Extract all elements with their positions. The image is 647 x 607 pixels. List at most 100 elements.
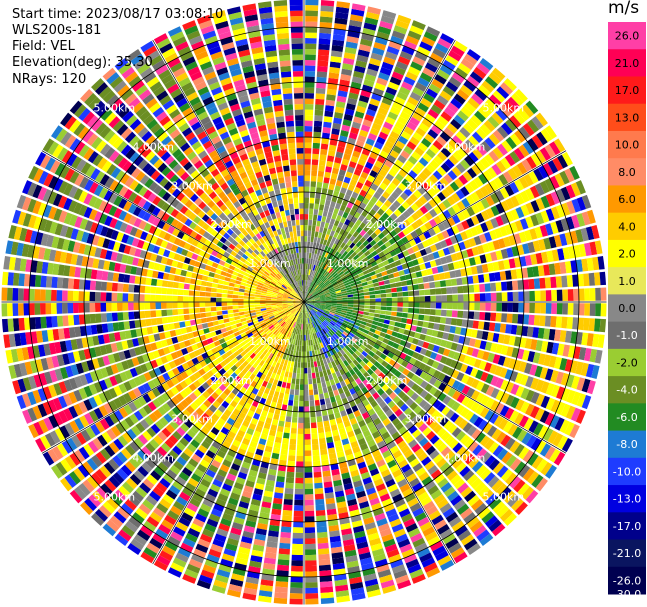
velocity-gate <box>466 206 476 217</box>
velocity-gate <box>243 299 250 302</box>
velocity-gate <box>540 251 549 264</box>
velocity-gate <box>397 14 412 25</box>
velocity-gate <box>526 435 537 448</box>
velocity-gate <box>351 337 358 344</box>
velocity-gate <box>12 303 19 316</box>
velocity-gate <box>324 290 330 295</box>
velocity-gate <box>346 289 353 293</box>
velocity-gate <box>436 191 446 202</box>
velocity-gate <box>283 376 288 383</box>
velocity-gate <box>494 271 501 282</box>
velocity-gate <box>321 132 330 139</box>
velocity-gate <box>413 359 422 368</box>
velocity-gate <box>412 86 425 97</box>
velocity-gate <box>331 304 337 308</box>
velocity-gate <box>460 186 470 197</box>
velocity-gate <box>328 223 334 230</box>
velocity-gate <box>415 209 424 218</box>
velocity-gate <box>348 277 355 282</box>
velocity-gate <box>537 165 549 179</box>
velocity-gate <box>551 249 560 262</box>
velocity-gate <box>442 375 451 384</box>
velocity-gate <box>344 282 351 287</box>
velocity-gate <box>533 278 541 289</box>
velocity-gate <box>314 493 324 500</box>
velocity-gate <box>334 251 340 258</box>
velocity-gate <box>379 331 387 338</box>
velocity-gate <box>527 138 539 152</box>
velocity-gate <box>305 543 316 550</box>
velocity-gate <box>161 309 168 317</box>
velocity-gate <box>521 432 533 445</box>
velocity-gate <box>380 15 395 25</box>
velocity-gate <box>95 291 101 302</box>
velocity-gate <box>139 294 145 302</box>
velocity-gate <box>487 116 500 129</box>
velocity-gate <box>332 167 340 175</box>
velocity-gate <box>514 179 525 192</box>
velocity-gate <box>319 154 327 161</box>
velocity-gate <box>383 56 396 66</box>
velocity-gate <box>318 38 331 45</box>
velocity-gate <box>492 354 501 365</box>
velocity-gate <box>304 488 314 495</box>
velocity-gate <box>330 279 337 284</box>
velocity-gate <box>315 285 320 291</box>
velocity-gate <box>316 82 327 89</box>
velocity-gate <box>479 340 487 350</box>
velocity-gate <box>333 284 340 289</box>
velocity-gate <box>466 217 475 228</box>
velocity-gate <box>366 236 374 243</box>
velocity-gate <box>397 231 406 239</box>
velocity-gate <box>569 230 579 244</box>
velocity-gate <box>475 369 484 380</box>
velocity-gate <box>437 392 447 402</box>
velocity-gate <box>45 289 52 301</box>
velocity-gate <box>288 399 294 406</box>
velocity-gate <box>401 360 409 368</box>
velocity-gate <box>330 262 335 268</box>
velocity-gate <box>313 388 319 395</box>
velocity-gate <box>359 129 369 138</box>
velocity-gate <box>406 261 414 268</box>
velocity-gate <box>349 14 364 22</box>
velocity-gate <box>386 293 392 298</box>
velocity-gate <box>480 451 492 464</box>
velocity-gate <box>482 170 493 182</box>
velocity-gate <box>221 298 228 302</box>
velocity-gate <box>351 3 366 12</box>
velocity-gate <box>424 374 433 383</box>
velocity-gate <box>351 327 358 333</box>
velocity-gate <box>370 232 378 240</box>
velocity-gate <box>479 283 486 293</box>
velocity-gate <box>451 135 463 146</box>
velocity-gate <box>311 309 317 314</box>
velocity-gate <box>571 214 580 229</box>
velocity-gate <box>67 303 74 314</box>
velocity-gate <box>424 302 431 309</box>
velocity-gate <box>477 321 485 330</box>
velocity-gate <box>320 0 335 7</box>
velocity-gate <box>472 275 479 284</box>
velocity-gate <box>495 108 508 121</box>
velocity-gate <box>350 269 357 275</box>
velocity-gate <box>275 581 289 588</box>
velocity-gate <box>379 66 392 76</box>
velocity-gate <box>388 182 397 191</box>
velocity-gate <box>145 318 152 327</box>
velocity-gate <box>555 316 563 328</box>
velocity-gate <box>321 285 327 290</box>
velocity-gate <box>501 313 508 323</box>
velocity-gate <box>296 367 301 374</box>
velocity-gate <box>520 218 529 230</box>
velocity-gate <box>342 250 348 257</box>
velocity-gate <box>334 288 341 292</box>
velocity-gate <box>337 280 344 285</box>
velocity-gate <box>315 187 322 194</box>
velocity-gate <box>290 587 303 594</box>
velocity-gate <box>424 349 433 358</box>
velocity-gate <box>402 296 409 302</box>
velocity-gate <box>304 104 314 110</box>
velocity-gate <box>513 147 525 161</box>
velocity-gate <box>468 302 475 311</box>
